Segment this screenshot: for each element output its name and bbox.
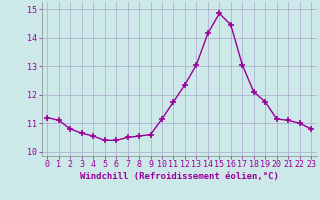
X-axis label: Windchill (Refroidissement éolien,°C): Windchill (Refroidissement éolien,°C) <box>80 172 279 181</box>
